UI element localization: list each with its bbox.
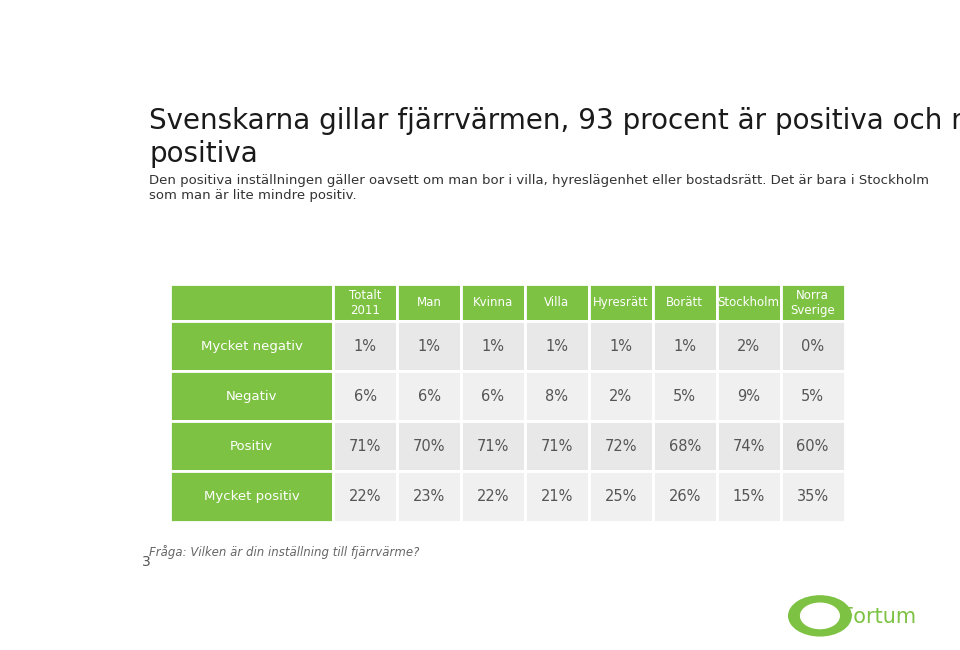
Bar	[461, 284, 525, 321]
Text: Totalt
2011: Totalt 2011	[348, 289, 381, 317]
Text: 5%: 5%	[802, 389, 824, 404]
Bar	[653, 321, 717, 371]
Text: 0%: 0%	[801, 339, 825, 354]
Bar	[333, 471, 397, 521]
Text: 15%: 15%	[732, 489, 765, 504]
Text: 71%: 71%	[477, 439, 509, 454]
Text: 1%: 1%	[545, 339, 568, 354]
Text: 70%: 70%	[413, 439, 445, 454]
Text: Man: Man	[417, 296, 442, 309]
Bar	[717, 321, 780, 371]
Bar	[653, 284, 717, 321]
Bar	[397, 371, 461, 421]
Bar	[588, 371, 653, 421]
Bar	[588, 421, 653, 471]
Bar	[717, 371, 780, 421]
Text: 9%: 9%	[737, 389, 760, 404]
Text: 26%: 26%	[668, 489, 701, 504]
Text: 22%: 22%	[477, 489, 509, 504]
Ellipse shape	[801, 603, 839, 629]
Text: Hyresrätt: Hyresrätt	[593, 296, 649, 309]
Bar	[170, 321, 333, 371]
Text: 23%: 23%	[413, 489, 445, 504]
Bar	[461, 321, 525, 371]
Bar	[653, 371, 717, 421]
Ellipse shape	[789, 596, 852, 636]
Text: 68%: 68%	[669, 439, 701, 454]
Bar	[588, 471, 653, 521]
Text: Fortum: Fortum	[842, 607, 917, 627]
Text: Den positiva inställningen gäller oavsett om man bor i villa, hyreslägenhet elle: Den positiva inställningen gäller oavset…	[150, 174, 929, 202]
Bar	[461, 471, 525, 521]
Bar	[588, 284, 653, 321]
Text: 1%: 1%	[353, 339, 376, 354]
Bar	[397, 321, 461, 371]
Text: 5%: 5%	[673, 389, 696, 404]
Text: 71%: 71%	[540, 439, 573, 454]
Text: Villa: Villa	[544, 296, 569, 309]
Bar	[780, 321, 845, 371]
Text: Positiv: Positiv	[230, 440, 274, 453]
Text: Fråga: Vilken är din inställning till fjärrvärme?: Fråga: Vilken är din inställning till fj…	[150, 545, 420, 558]
Bar	[717, 471, 780, 521]
Bar	[525, 321, 588, 371]
Bar	[333, 371, 397, 421]
Bar	[461, 371, 525, 421]
Text: 6%: 6%	[482, 389, 504, 404]
Text: 72%: 72%	[605, 439, 637, 454]
Text: 1%: 1%	[610, 339, 633, 354]
Bar	[170, 371, 333, 421]
Text: 35%: 35%	[797, 489, 828, 504]
Text: Stockholm: Stockholm	[718, 296, 780, 309]
Bar	[780, 371, 845, 421]
Text: 1%: 1%	[418, 339, 441, 354]
Bar	[333, 321, 397, 371]
Bar	[525, 421, 588, 471]
Text: 74%: 74%	[732, 439, 765, 454]
Text: 2%: 2%	[737, 339, 760, 354]
Bar	[170, 471, 333, 521]
Text: Mycket positiv: Mycket positiv	[204, 490, 300, 503]
Text: 2%: 2%	[610, 389, 633, 404]
Text: Svenskarna gillar fjärrvärmen, 93 procent är positiva och mycket: Svenskarna gillar fjärrvärmen, 93 procen…	[150, 107, 960, 135]
Bar	[397, 284, 461, 321]
Text: 71%: 71%	[348, 439, 381, 454]
Bar	[397, 421, 461, 471]
Text: positiva: positiva	[150, 140, 258, 168]
Text: 22%: 22%	[348, 489, 381, 504]
Text: Mycket negativ: Mycket negativ	[201, 340, 302, 353]
Bar	[780, 421, 845, 471]
Bar	[170, 284, 333, 321]
Bar	[525, 471, 588, 521]
Bar	[170, 421, 333, 471]
Bar	[525, 284, 588, 321]
Text: Norra
Sverige: Norra Sverige	[790, 289, 835, 317]
Bar	[780, 284, 845, 321]
Bar	[717, 421, 780, 471]
Text: Borätt: Borätt	[666, 296, 704, 309]
Bar	[653, 471, 717, 521]
Bar	[333, 284, 397, 321]
Text: 1%: 1%	[482, 339, 504, 354]
Text: 6%: 6%	[418, 389, 441, 404]
Bar	[461, 421, 525, 471]
Text: 60%: 60%	[797, 439, 828, 454]
Text: Negativ: Negativ	[226, 390, 277, 403]
Text: 25%: 25%	[605, 489, 637, 504]
Text: 21%: 21%	[540, 489, 573, 504]
Text: Kvinna: Kvinna	[473, 296, 513, 309]
Bar	[780, 471, 845, 521]
Text: 8%: 8%	[545, 389, 568, 404]
Text: 6%: 6%	[353, 389, 376, 404]
Bar	[653, 421, 717, 471]
Text: 3: 3	[142, 555, 151, 569]
Bar	[717, 284, 780, 321]
Bar	[333, 421, 397, 471]
Bar	[397, 471, 461, 521]
Text: 1%: 1%	[673, 339, 696, 354]
Bar	[525, 371, 588, 421]
Bar	[588, 321, 653, 371]
